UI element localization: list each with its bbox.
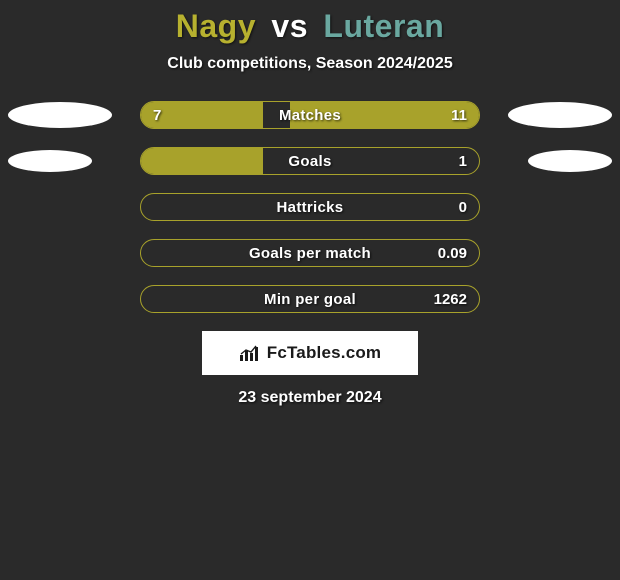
stat-label: Min per goal: [141, 286, 479, 312]
stat-row: 1Goals: [0, 147, 620, 175]
stat-bar: 1262Min per goal: [140, 285, 480, 313]
stat-label: Hattricks: [141, 194, 479, 220]
page-title: Nagy vs Luteran: [0, 8, 620, 45]
stat-label: Goals: [141, 148, 479, 174]
subtitle: Club competitions, Season 2024/2025: [0, 55, 620, 73]
brand-text: FcTables.com: [267, 343, 382, 363]
stat-label: Matches: [141, 102, 479, 128]
stat-rows: 711Matches 1Goals 0Hattricks 0.09Goals per …: [0, 101, 620, 313]
chart-bars-icon: [239, 344, 261, 362]
player1-name: Nagy: [176, 8, 256, 44]
stat-row: 711Matches: [0, 101, 620, 129]
brand-box: FcTables.com: [202, 331, 418, 375]
stat-row: 1262Min per goal: [0, 285, 620, 313]
stat-bar: 0Hattricks: [140, 193, 480, 221]
stat-row: 0Hattricks: [0, 193, 620, 221]
stat-bar: 711Matches: [140, 101, 480, 129]
player1-marker: [8, 102, 112, 128]
stat-bar: 1Goals: [140, 147, 480, 175]
stat-bar: 0.09Goals per match: [140, 239, 480, 267]
player2-name: Luteran: [323, 8, 444, 44]
vs-label: vs: [271, 8, 308, 44]
player1-marker: [8, 150, 92, 172]
date-label: 23 september 2024: [0, 389, 620, 407]
stat-row: 0.09Goals per match: [0, 239, 620, 267]
comparison-infographic: Nagy vs Luteran Club competitions, Seaso…: [0, 0, 620, 580]
stat-label: Goals per match: [141, 240, 479, 266]
player2-marker: [508, 102, 612, 128]
player2-marker: [528, 150, 612, 172]
